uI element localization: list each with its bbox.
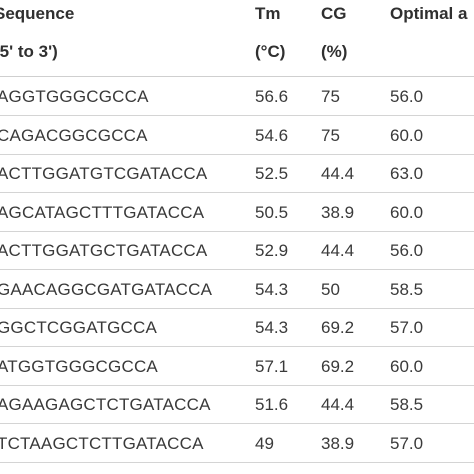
table-row: AGCATAGCTTTGATACCA 50.5 38.9 60.0 [0,193,474,232]
table-row: ACTTGGATGTCGATACCA 52.5 44.4 63.0 [0,154,474,193]
sequence-cell: AGAAGAGCTCTGATACCA [0,395,211,414]
tm-cell: 50.5 [255,202,289,222]
header-tm-unit: (°C) [255,42,286,61]
table-row: CAGACGGCGCCA 54.6 75 60.0 [0,116,474,155]
tm-cell: 54.3 [255,279,289,299]
tm-cell: 54.6 [255,125,289,145]
optimal-cell: 60.0 [390,356,424,376]
header-sequence: Sequence [0,4,75,23]
cg-cell: 50 [321,279,340,299]
cg-cell: 75 [321,125,340,145]
tm-cell: 52.9 [255,241,289,260]
cg-cell: 69.2 [321,318,355,337]
sequence-cell: GAACAGGCGATGATACCA [0,279,213,299]
cg-cell: 44.4 [321,164,355,183]
cg-cell: 44.4 [321,241,355,260]
table-row: GGCTCGGATGCCA 54.3 69.2 57.0 [0,308,474,347]
header-cg: CG [321,4,347,23]
cg-cell: 69.2 [321,356,355,376]
table-row: TCTAAGCTCTTGATACCA 49 38.9 57.0 [0,424,474,463]
sequence-cell: ATGGTGGGCGCCA [0,356,158,376]
sequence-cell: ACTTGGATGCTGATACCA [0,241,208,260]
optimal-cell: 57.0 [390,318,424,337]
optimal-cell: 60.0 [390,202,424,222]
tm-cell: 49 [255,433,274,453]
sequence-cell: GGCTCGGATGCCA [0,318,158,337]
table-header: Sequence (5' to 3') Tm (°C) CG (%) Optim… [0,0,474,77]
header-cg-unit: (%) [321,42,348,61]
tm-cell: 54.3 [255,318,289,337]
tm-cell: 52.5 [255,164,289,183]
sequence-cell: ACTTGGATGTCGATACCA [0,164,208,183]
optimal-cell: 58.5 [390,279,424,299]
table-row: ACTTGGATGCTGATACCA 52.9 44.4 56.0 [0,231,474,270]
optimal-cell: 63.0 [390,164,424,183]
cg-cell: 38.9 [321,202,355,222]
tm-cell: 57.1 [255,356,289,376]
table-row: AGAAGAGCTCTGATACCA 51.6 44.4 58.5 [0,385,474,424]
cg-cell: 38.9 [321,433,355,453]
header-optimal: Optimal a [390,4,468,23]
optimal-cell: 57.0 [390,433,424,453]
optimal-cell: 56.0 [390,241,424,260]
tm-cell: 56.6 [255,87,289,106]
header-sequence-unit: (5' to 3') [0,42,58,61]
cg-cell: 44.4 [321,395,355,414]
sequence-cell: TCTAAGCTCTTGATACCA [0,433,204,453]
optimal-cell: 60.0 [390,125,424,145]
sequence-cell: CAGACGGCGCCA [0,125,148,145]
sequence-cell: AGGTGGGCGCCA [0,87,149,106]
header-tm: Tm [255,4,281,23]
cg-cell: 75 [321,87,340,106]
table-row: GAACAGGCGATGATACCA 54.3 50 58.5 [0,270,474,309]
table-row: AGGTGGGCGCCA 56.6 75 56.0 [0,77,474,116]
sequence-cell: AGCATAGCTTTGATACCA [0,202,205,222]
optimal-cell: 56.0 [390,87,424,106]
tm-cell: 51.6 [255,395,289,414]
optimal-cell: 58.5 [390,395,424,414]
table-row: ATGGTGGGCGCCA 57.1 69.2 60.0 [0,347,474,386]
